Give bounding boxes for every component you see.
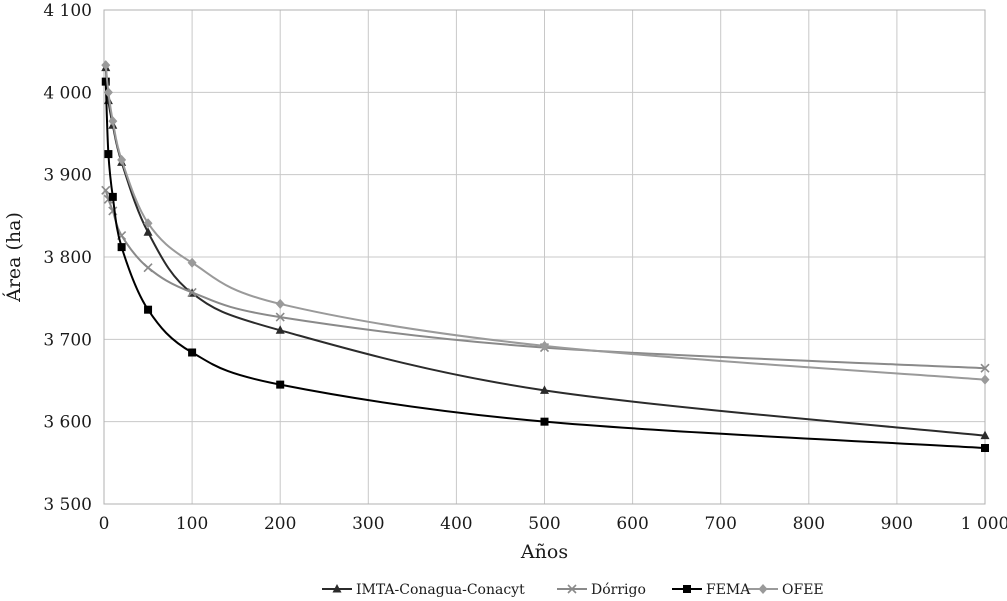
- data-point-imta-conagua-conacyt: [540, 385, 549, 394]
- series-fema: [101, 77, 989, 453]
- series-line-d-rrigo: [104, 190, 986, 370]
- y-axis-title: Área (ha): [2, 212, 25, 303]
- data-point-ofee: [101, 60, 111, 71]
- data-point-fema: [188, 348, 197, 357]
- data-point-d-rrigo: [101, 185, 111, 195]
- data-point-ofee: [540, 340, 549, 351]
- data-point-fema: [144, 305, 153, 314]
- legend-label: OFEE: [782, 582, 824, 598]
- series-ofee: [101, 60, 990, 385]
- legend-label: FEMA: [706, 582, 751, 598]
- x-axis-ticks: 0 100 200 300 400 500 600 700 800 900 1 000: [99, 514, 1007, 534]
- y-tick-label: 3 700: [43, 330, 92, 350]
- plot-frame: [103, 9, 986, 505]
- legend-marker: [683, 585, 691, 593]
- data-point-ofee: [143, 218, 153, 229]
- legend: IMTA-Conagua-Conacyt Dórrigo FEMA OFEE: [322, 582, 824, 598]
- x-tick-label: 400: [440, 514, 472, 534]
- x-tick-label: 600: [616, 514, 648, 534]
- data-point-fema: [101, 77, 110, 86]
- y-tick-label: 3 900: [43, 166, 92, 186]
- x-tick-label: 100: [176, 514, 208, 534]
- data-point-d-rrigo: [275, 312, 285, 322]
- data-point-fema: [981, 444, 989, 453]
- x-tick-label: 200: [264, 514, 296, 534]
- x-tick-label: 500: [528, 514, 560, 534]
- series-line-imta-conagua-conacyt: [104, 67, 986, 437]
- legend-marker: [567, 584, 577, 594]
- x-tick-label: 300: [352, 514, 384, 534]
- legend-marker: [758, 584, 768, 594]
- y-tick-label: 3 600: [43, 413, 92, 433]
- y-tick-label: 3 500: [43, 495, 92, 515]
- legend-item-ofee: OFEE: [748, 582, 824, 598]
- y-tick-label: 3 800: [43, 248, 92, 268]
- y-tick-label: 4 000: [43, 83, 92, 103]
- legend-item-fema: FEMA: [672, 582, 751, 598]
- data-point-fema: [540, 417, 549, 426]
- legend-label: IMTA-Conagua-Conacyt: [356, 582, 525, 598]
- x-tick-label: 800: [793, 514, 825, 534]
- data-point-imta-conagua-conacyt: [980, 430, 990, 440]
- data-point-ofee: [103, 87, 113, 98]
- data-point-fema: [276, 380, 285, 389]
- data-point-d-rrigo: [980, 363, 990, 373]
- series-imta-conagua-conacyt: [101, 62, 990, 440]
- data-point-ofee: [980, 374, 990, 385]
- x-tick-label: 900: [881, 514, 913, 534]
- grid: [103, 9, 986, 505]
- data-point-ofee: [108, 116, 118, 127]
- data-point-fema: [117, 243, 126, 252]
- y-axis-ticks: 3 500 3 600 3 700 3 800 3 900 4 000 4 100: [43, 1, 92, 515]
- data-point-ofee: [187, 257, 197, 268]
- series-lines: [101, 60, 990, 453]
- data-point-d-rrigo: [187, 287, 197, 297]
- x-tick-label: 1 000: [961, 514, 1007, 534]
- data-point-fema: [108, 192, 117, 201]
- x-axis-title: Años: [520, 541, 568, 563]
- y-tick-label: 4 100: [43, 1, 92, 21]
- data-point-ofee: [117, 154, 127, 165]
- data-point-fema: [104, 150, 113, 159]
- data-point-ofee: [275, 298, 285, 309]
- data-point-imta-conagua-conacyt: [143, 227, 153, 236]
- data-point-d-rrigo: [143, 263, 153, 273]
- x-tick-label: 0: [99, 514, 110, 534]
- legend-item-d-rrigo: Dórrigo: [557, 582, 646, 598]
- x-tick-label: 700: [704, 514, 736, 534]
- series-line-ofee: [104, 65, 986, 381]
- legend-item-imta-conagua-conacyt: IMTA-Conagua-Conacyt: [322, 582, 525, 598]
- legend-label: Dórrigo: [591, 582, 646, 598]
- data-point-imta-conagua-conacyt: [275, 325, 285, 334]
- legend-marker: [332, 584, 342, 593]
